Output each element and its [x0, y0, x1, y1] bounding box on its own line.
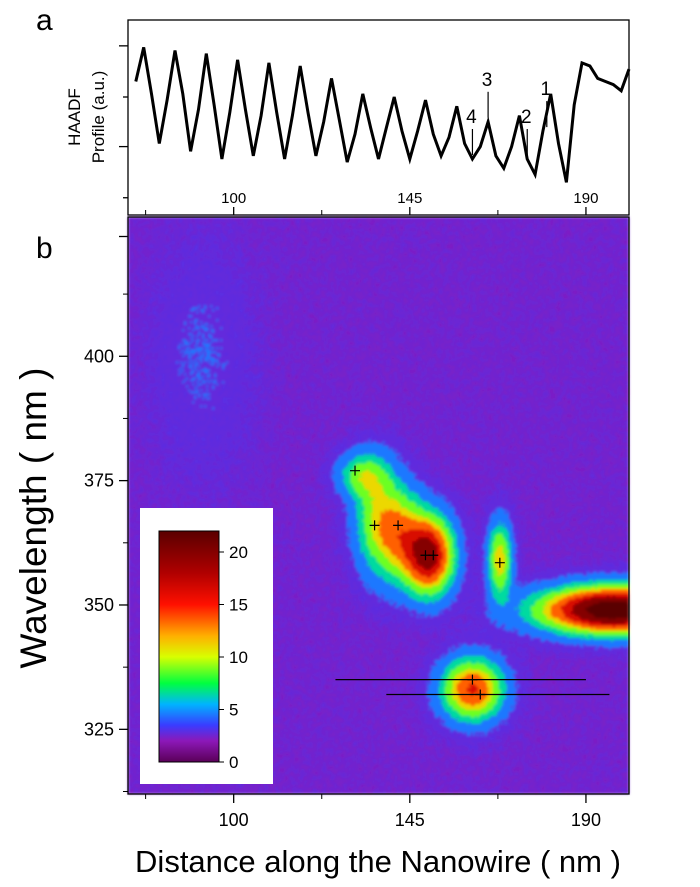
peak-marker [350, 465, 361, 476]
haadf-profile-panel: 100 145 190 12 34 HAADF Profile (a.u.) [65, 19, 631, 238]
peak-marker [475, 689, 486, 700]
colorbar [158, 530, 220, 763]
peak-marker [467, 674, 478, 685]
colorbar-tick-label: 15 [229, 596, 248, 615]
haadf-xtick-label: 145 [397, 190, 422, 207]
panel-label-a: a [36, 4, 53, 37]
heatmap-ytick-label: 400 [84, 346, 114, 366]
reference-lines [335, 678, 610, 696]
colorbar-tick-label: 5 [229, 701, 238, 720]
heatmap-xtick-label: 100 [219, 810, 249, 830]
heatmap-ytick-label: 350 [84, 595, 114, 615]
peak-marker [369, 520, 380, 531]
colorbar-tick-label: 0 [229, 753, 238, 772]
heatmap-xlabel: Distance along the Nanowire ( nm ) [135, 844, 621, 879]
heatmap-xtick-label: 190 [571, 810, 601, 830]
annotation-label: 2 [521, 107, 532, 128]
peak-marker [393, 520, 404, 531]
heatmap-ytick-label: 375 [84, 471, 114, 491]
peak-markers [350, 465, 505, 700]
haadf-xtick-label: 100 [221, 190, 246, 207]
peak-marker [428, 550, 439, 561]
annotation-label: 1 [541, 79, 552, 100]
haadf-xtick-label: 190 [573, 190, 598, 207]
heatmap-ylabel: Wavelength ( nm ) [13, 368, 54, 669]
colorbar-ticks: 0 5 10 15 20 [219, 543, 248, 772]
heatmap-xtick-label: 145 [395, 810, 425, 830]
haadf-annotations: 12 34 [466, 70, 551, 155]
haadf-ticks: 100 145 190 [119, 45, 598, 238]
annotation-label: 3 [482, 70, 493, 91]
heatmap-frame [127, 216, 630, 795]
annotation-label: 4 [466, 107, 477, 128]
haadf-ylabel-line1: HAADF [65, 88, 84, 146]
spectrum-image-panel: 100 145 190 325 350 375 400 0 5 10 15 20 Distance … [13, 216, 630, 879]
peak-marker [494, 557, 505, 568]
panel-label-b: b [36, 232, 53, 265]
haadf-ylabel-line2: Profile (a.u.) [89, 71, 108, 164]
colorbar-tick-label: 10 [229, 648, 248, 667]
heatmap-ytick-label: 325 [84, 719, 114, 739]
colorbar-tick-label: 20 [229, 543, 248, 562]
